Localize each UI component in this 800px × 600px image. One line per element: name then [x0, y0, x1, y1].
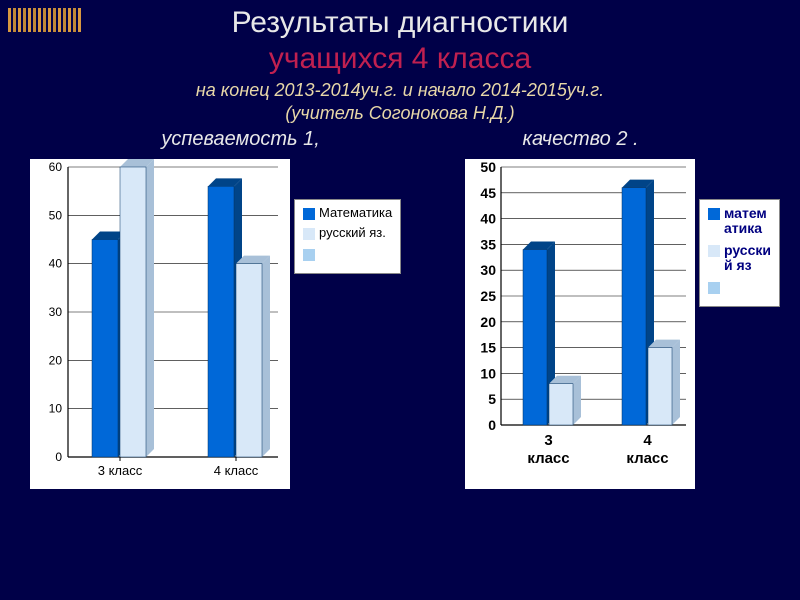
svg-text:класс: класс	[626, 450, 668, 467]
svg-text:25: 25	[480, 288, 496, 304]
svg-text:5: 5	[488, 391, 496, 407]
right-chart-label: качество 2 .	[523, 128, 639, 151]
svg-text:50: 50	[480, 159, 496, 175]
svg-text:20: 20	[49, 353, 63, 367]
svg-text:3 класс: 3 класс	[98, 463, 143, 478]
subtitle-line2: (учитель Согонокова Н.Д.)	[0, 103, 800, 124]
left-legend: Математика русский яз.	[294, 199, 401, 274]
title-line2: учащихся 4 класса	[0, 42, 800, 76]
left-chart-wrap: 0 10 20 30 40 50 60 3 класс 4 класс Математика ру…	[30, 159, 401, 489]
svg-text:30: 30	[49, 305, 63, 319]
chart-labels-row: успеваемость 1, качество 2 .	[0, 128, 800, 151]
svg-text:30: 30	[480, 262, 496, 278]
subtitle-line1: на конец 2013-2014уч.г. и начало 2014-20…	[0, 80, 800, 101]
legend-item: математика	[708, 206, 771, 237]
header: Результаты диагностики учащихся 4 класса…	[0, 0, 800, 124]
left-chart: 0 10 20 30 40 50 60 3 класс 4 класс	[30, 159, 290, 489]
svg-text:4: 4	[643, 432, 652, 449]
legend-item: Математика	[303, 206, 392, 220]
svg-text:класс: класс	[527, 450, 569, 467]
left-chart-label: успеваемость 1,	[161, 128, 319, 151]
svg-text:3: 3	[544, 432, 552, 449]
svg-text:50: 50	[49, 208, 63, 222]
right-chart: 051015202530354045503класс4класс	[465, 159, 695, 489]
svg-text:15: 15	[480, 340, 496, 356]
right-chart-wrap: 051015202530354045503класс4класс математ…	[465, 159, 780, 489]
svg-text:10: 10	[480, 365, 496, 381]
svg-text:4 класс: 4 класс	[214, 463, 259, 478]
svg-text:0: 0	[488, 417, 496, 433]
svg-text:35: 35	[480, 236, 496, 252]
svg-text:10: 10	[49, 402, 63, 416]
svg-text:40: 40	[480, 211, 496, 227]
title-line1: Результаты диагностики	[0, 6, 800, 40]
svg-text:60: 60	[49, 160, 63, 174]
svg-text:20: 20	[480, 314, 496, 330]
svg-text:40: 40	[49, 257, 63, 271]
legend-item	[303, 247, 392, 261]
legend-item	[708, 280, 771, 294]
svg-text:0: 0	[55, 450, 62, 464]
legend-item: русский яз	[708, 243, 771, 274]
legend-item: русский яз.	[303, 226, 392, 240]
corner-stripes	[8, 8, 81, 32]
right-legend: математика русский яз	[699, 199, 780, 307]
charts-container: 01020304050603 класс4 класс Математикару…	[0, 151, 800, 489]
svg-text:45: 45	[480, 185, 496, 201]
